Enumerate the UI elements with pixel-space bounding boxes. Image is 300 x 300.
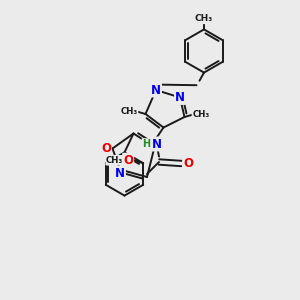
Text: O: O: [123, 154, 133, 167]
Text: N: N: [151, 83, 161, 97]
Text: O: O: [101, 142, 111, 155]
Text: CH₃: CH₃: [106, 156, 123, 165]
Text: O: O: [183, 157, 193, 170]
Text: CH₃: CH₃: [195, 14, 213, 23]
Text: CH₃: CH₃: [192, 110, 210, 118]
Text: N: N: [115, 167, 125, 180]
Text: N: N: [175, 91, 185, 104]
Text: H: H: [142, 139, 151, 149]
Text: N: N: [152, 137, 162, 151]
Text: CH₃: CH₃: [120, 106, 138, 116]
